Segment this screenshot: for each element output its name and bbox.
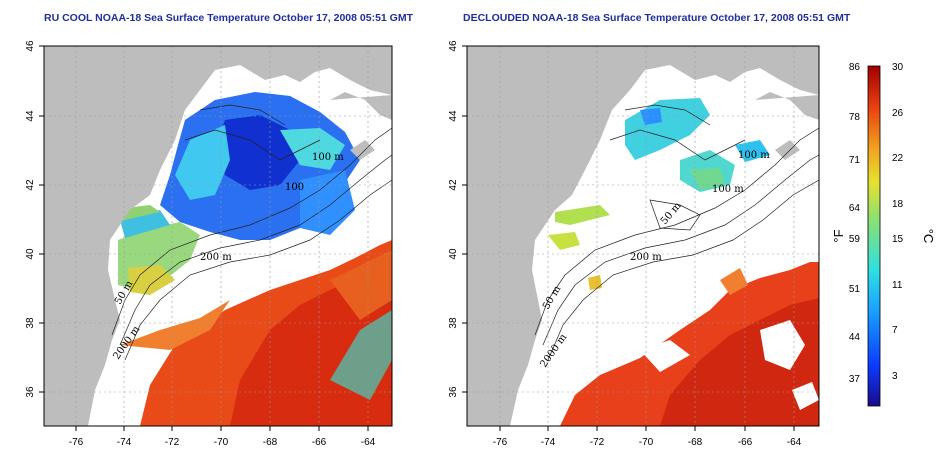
fahrenheit-tick: 37 — [849, 374, 861, 385]
left-contour-label-200m: 200 m — [200, 252, 232, 263]
left-lon-tick: -70 — [214, 437, 229, 448]
left-lon-tick: -66 — [312, 437, 327, 448]
fahrenheit-tick: 86 — [849, 62, 861, 73]
right-lat-tick: 42 — [448, 179, 459, 191]
fahrenheit-tick: 71 — [849, 155, 861, 166]
left-map-title: RU COOL NOAA-18 Sea Surface Temperature … — [44, 12, 413, 24]
left-map-frame — [43, 45, 393, 427]
celsius-unit-label: °C — [921, 229, 936, 244]
right-lon-tick: -64 — [787, 437, 802, 448]
right-map-title: DECLOUDED NOAA-18 Sea Surface Temperatur… — [463, 12, 851, 24]
right-lat-tick: 46 — [448, 40, 459, 52]
fahrenheit-tick: 51 — [849, 284, 861, 295]
right-contour-label-100m-2: 100 m — [712, 184, 744, 195]
right-land — [467, 46, 819, 426]
right-lat-tick: 40 — [448, 248, 459, 260]
left-lon-tick: -76 — [69, 437, 84, 448]
fahrenheit-tick: 44 — [849, 332, 861, 343]
right-lat-tick: 44 — [448, 110, 459, 122]
right-lat-tick: 38 — [448, 317, 459, 329]
left-lon-tick: -64 — [361, 437, 376, 448]
celsius-tick: 30 — [892, 62, 904, 73]
left-lat-tick: 42 — [25, 179, 36, 191]
fahrenheit-unit-label: °F — [831, 229, 846, 242]
left-land — [44, 46, 392, 426]
left-contour-label-100m: 100 m — [312, 152, 344, 163]
left-lat-tick: 38 — [25, 317, 36, 329]
left-lon-tick: -68 — [263, 437, 278, 448]
celsius-tick: 18 — [892, 199, 904, 210]
celsius-tick: 26 — [892, 108, 904, 119]
left-lat-tick: 40 — [25, 248, 36, 260]
right-lon-tick: -68 — [688, 437, 703, 448]
left-lon-tick: -74 — [117, 437, 132, 448]
left-contour-label-100: 100 — [285, 182, 304, 193]
fahrenheit-tick: 64 — [849, 203, 861, 214]
right-contour-label-100m: 100 m — [738, 150, 770, 161]
right-lon-tick: -66 — [738, 437, 753, 448]
celsius-tick: 11 — [892, 280, 903, 291]
left-lat-tick: 36 — [25, 386, 36, 398]
celsius-tick: 22 — [892, 153, 904, 164]
right-bathymetry-contours — [534, 104, 819, 361]
right-lon-tick: -76 — [493, 437, 508, 448]
colorbar-gradient — [867, 65, 881, 407]
left-map: 100 m 100 200 m 50 m 2000 m -76 -74 -72 … — [25, 40, 393, 448]
celsius-tick: 15 — [892, 234, 904, 245]
right-map-frame — [466, 45, 820, 427]
right-lon-tick: -72 — [590, 437, 605, 448]
left-lat-tick: 44 — [25, 110, 36, 122]
right-map: 100 m 100 m 50 m 200 m 50 m 2000 m -76 -… — [448, 40, 820, 448]
celsius-tick: 7 — [892, 325, 898, 336]
right-lon-tick: -74 — [541, 437, 556, 448]
fahrenheit-tick: 59 — [849, 234, 861, 245]
right-lat-tick: 36 — [448, 386, 459, 398]
right-contour-label-200m: 200 m — [630, 252, 662, 263]
fahrenheit-tick: 78 — [849, 112, 861, 123]
left-lat-tick: 46 — [25, 40, 36, 52]
right-lon-tick: -70 — [639, 437, 654, 448]
left-lon-tick: -72 — [165, 437, 180, 448]
temperature-colorbar: 86 78 71 64 59 51 44 37 30 26 22 18 15 1… — [831, 62, 936, 407]
left-bathymetry-contours — [111, 104, 392, 361]
celsius-tick: 3 — [892, 371, 898, 382]
